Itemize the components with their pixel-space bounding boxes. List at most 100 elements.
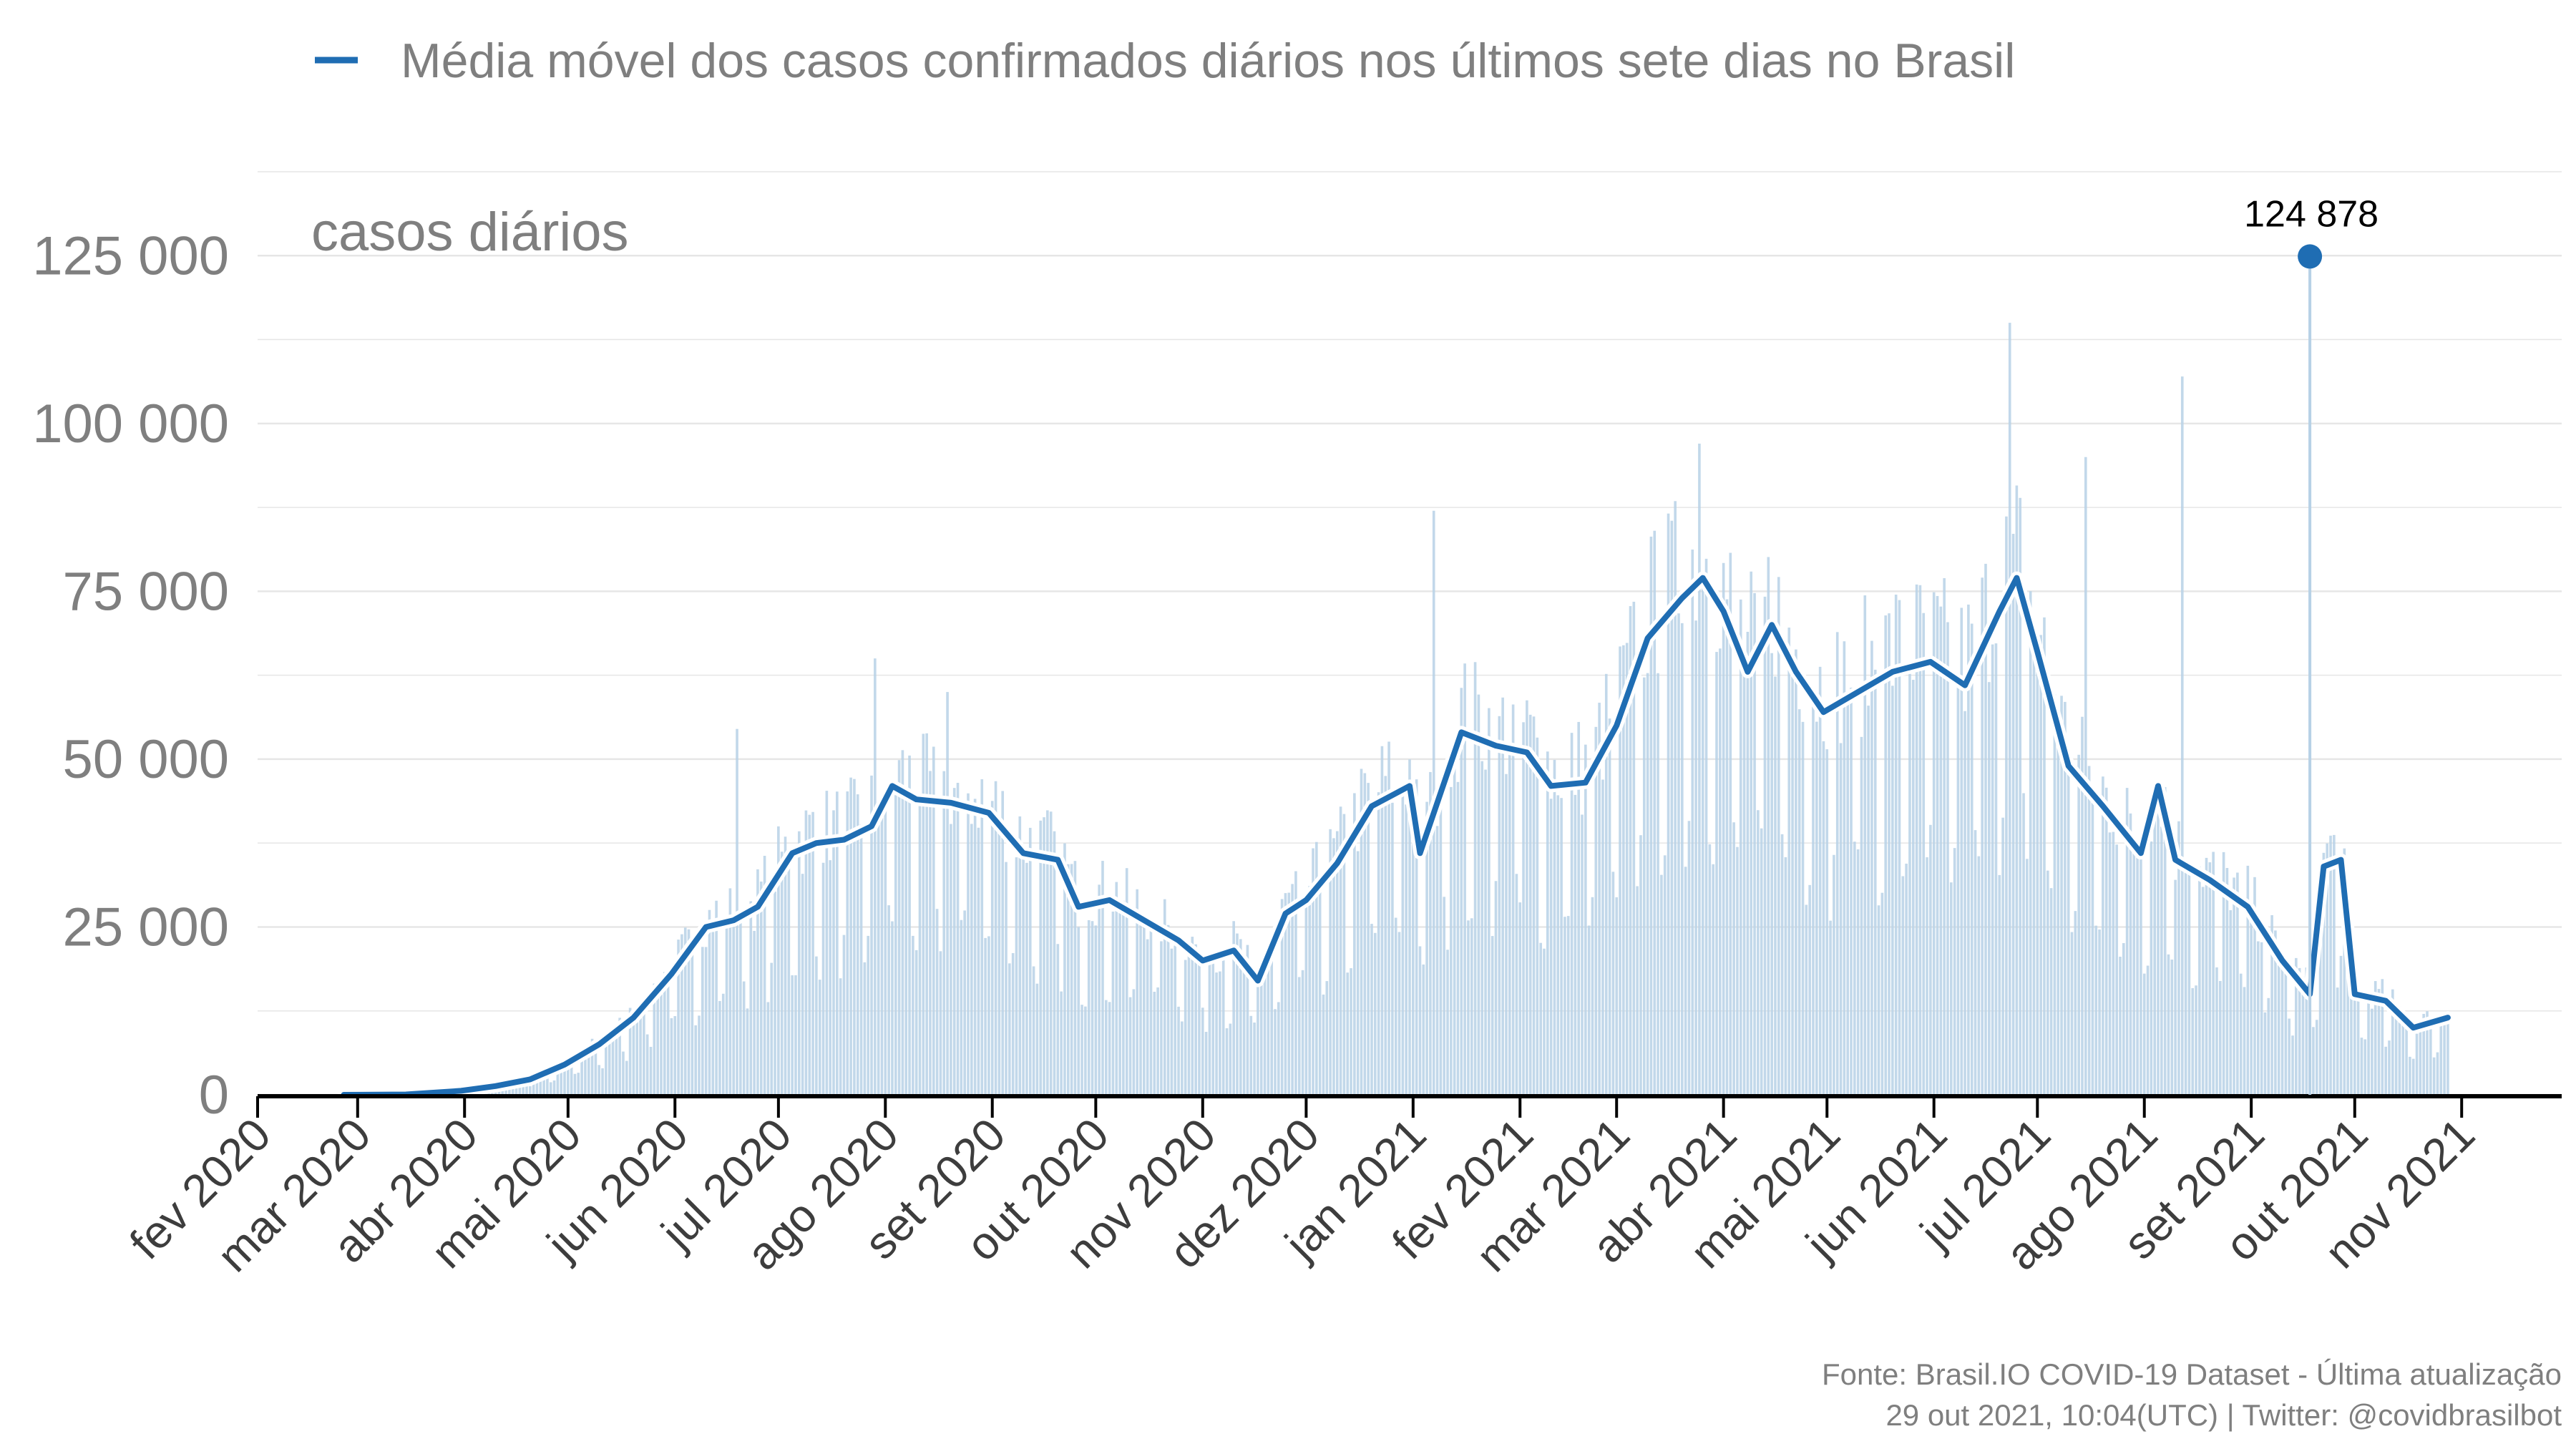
daily-bar <box>1939 606 1943 1095</box>
daily-bar <box>587 1045 590 1095</box>
daily-bar <box>987 936 990 1095</box>
daily-bar <box>1729 552 1732 1095</box>
daily-bar <box>1277 1002 1280 1095</box>
daily-bar <box>532 1078 535 1095</box>
daily-bar <box>1353 793 1356 1095</box>
daily-bar <box>2043 617 2046 1095</box>
daily-bar <box>2157 782 2160 1095</box>
daily-bar <box>1401 784 1405 1095</box>
daily-bar <box>2195 985 2197 1095</box>
daily-bar <box>611 1033 615 1095</box>
daily-bar <box>1259 962 1263 1095</box>
daily-bar <box>1198 951 1201 1095</box>
daily-bar <box>742 981 746 1095</box>
daily-bar <box>2405 1023 2408 1095</box>
daily-bar <box>1015 857 1018 1095</box>
daily-bar <box>601 1068 604 1095</box>
daily-bar <box>680 934 683 1095</box>
daily-bar <box>891 921 894 1095</box>
daily-bar <box>2125 788 2129 1095</box>
daily-bar <box>2243 987 2246 1095</box>
daily-bar <box>567 1061 570 1095</box>
daily-bar <box>1115 882 1118 1095</box>
daily-bar <box>797 831 801 1095</box>
daily-bar <box>2140 848 2142 1095</box>
daily-bar <box>2384 1046 2387 1095</box>
daily-bar <box>1894 594 1898 1095</box>
daily-bar <box>1125 868 1128 1095</box>
daily-bar <box>1860 736 1863 1095</box>
daily-bar <box>683 927 687 1095</box>
daily-bar <box>2239 973 2243 1095</box>
daily-bar <box>2205 857 2208 1095</box>
daily-bar <box>1757 810 1760 1095</box>
daily-bar <box>1153 991 1156 1095</box>
daily-bar <box>2371 1008 2373 1095</box>
daily-bar <box>1501 697 1504 1095</box>
daily-bar <box>573 1073 577 1095</box>
daily-bar <box>1926 857 1928 1095</box>
daily-bar <box>1833 854 1835 1095</box>
daily-bar <box>1898 600 1901 1095</box>
daily-bar <box>856 794 859 1095</box>
daily-bar <box>2184 871 2187 1095</box>
daily-bar <box>1367 783 1370 1095</box>
daily-bar <box>2315 1020 2318 1095</box>
daily-bar <box>1494 881 1498 1095</box>
daily-bar <box>2049 888 2053 1095</box>
moving-average-line <box>341 575 2451 1098</box>
daily-bar <box>1739 599 1742 1095</box>
daily-bar <box>990 801 994 1095</box>
daily-bar <box>1149 931 1153 1095</box>
daily-bar <box>556 1065 560 1095</box>
daily-bar <box>791 975 794 1095</box>
daily-bar <box>784 836 787 1095</box>
daily-bar <box>1763 596 1767 1095</box>
daily-bar <box>1915 584 1918 1095</box>
daily-bar <box>1932 592 1936 1095</box>
daily-bar <box>1850 688 1853 1095</box>
daily-bar <box>1825 749 1829 1095</box>
daily-bar <box>2350 945 2353 1095</box>
daily-bar <box>1694 620 1697 1095</box>
moving-average-series <box>337 571 2454 1101</box>
daily-bar <box>1584 744 1587 1095</box>
daily-bar <box>1391 802 1394 1095</box>
daily-bar <box>2146 965 2150 1095</box>
daily-bar <box>1853 841 1856 1095</box>
daily-bar <box>615 1030 618 1095</box>
daily-bar <box>1263 963 1267 1095</box>
daily-bar <box>1346 972 1350 1095</box>
daily-bar <box>1284 893 1287 1095</box>
daily-bar <box>1532 716 1536 1095</box>
max-point <box>2298 244 2323 269</box>
daily-bar <box>2419 1020 2422 1095</box>
daily-bar <box>1163 899 1166 1095</box>
daily-bar <box>673 1016 677 1095</box>
daily-bar <box>1363 773 1367 1095</box>
daily-bar <box>2218 980 2222 1095</box>
daily-bar <box>2246 865 2250 1095</box>
daily-bar <box>560 1067 562 1095</box>
daily-bar <box>2170 960 2174 1095</box>
daily-bar <box>1511 704 1515 1095</box>
daily-bar <box>1708 844 1712 1095</box>
daily-bar <box>1970 623 1974 1095</box>
daily-bar <box>739 914 742 1095</box>
daily-bar <box>1239 939 1242 1095</box>
daily-bar <box>1467 920 1470 1095</box>
daily-bar <box>2070 932 2074 1095</box>
daily-bar <box>763 855 766 1095</box>
daily-bar <box>2391 989 2394 1095</box>
daily-bar <box>2415 1033 2419 1095</box>
daily-bar <box>2443 1019 2446 1095</box>
daily-bar <box>880 816 884 1095</box>
daily-bar <box>801 874 804 1095</box>
daily-bar <box>2115 844 2118 1095</box>
daily-bar <box>2180 376 2184 1095</box>
daily-bar <box>1332 838 1335 1095</box>
daily-bar <box>1611 872 1615 1095</box>
daily-bar <box>1784 857 1787 1095</box>
daily-bar <box>1619 646 1621 1095</box>
